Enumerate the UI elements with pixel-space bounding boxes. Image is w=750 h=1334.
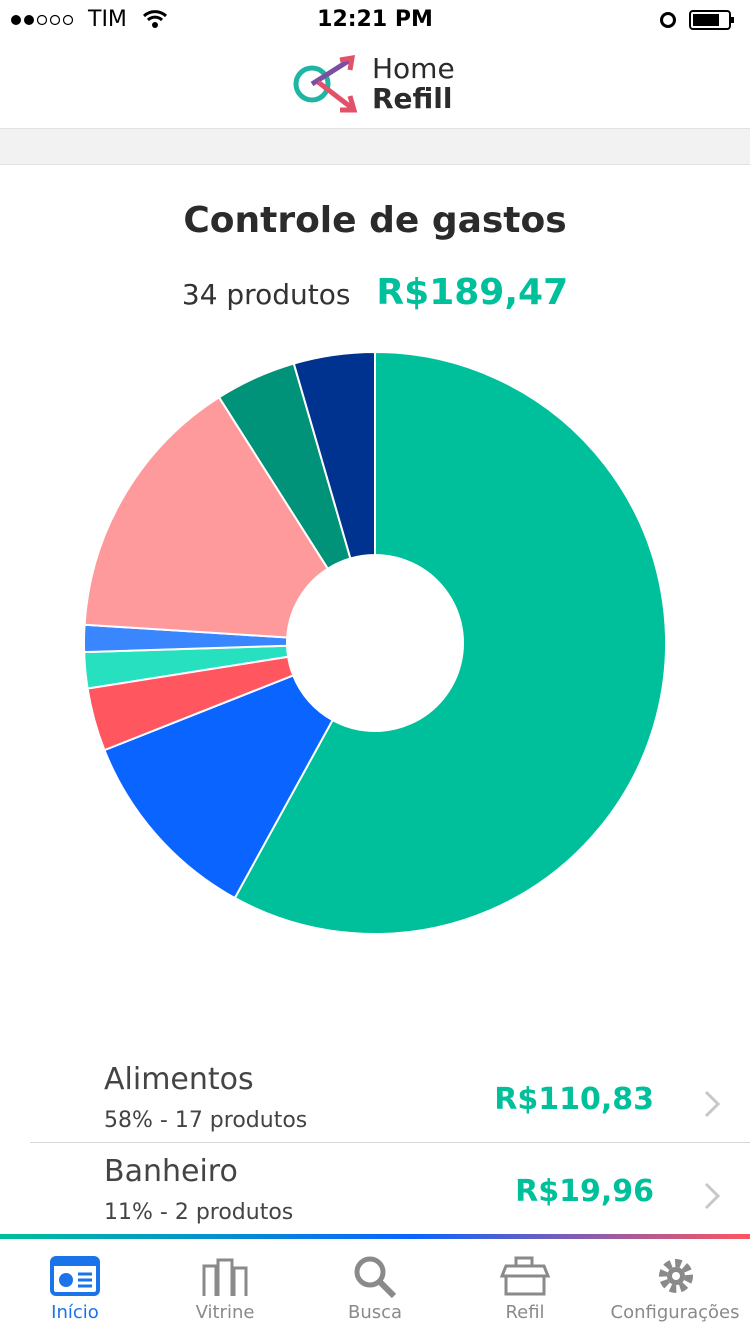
- tab-label[interactable]: Configurações: [610, 1302, 740, 1323]
- tab-icon[interactable]: [654, 1254, 698, 1298]
- category-amount: R$110,83: [494, 1082, 654, 1117]
- logo-text: Home: [372, 52, 455, 85]
- donut-chart: [83, 350, 667, 935]
- category-row[interactable]: Alimentos 58% - 17 produtos R$110,83: [30, 1050, 750, 1143]
- header: Home Refill: [0, 40, 750, 128]
- tab-icon[interactable]: [352, 1254, 398, 1298]
- page-title: Controle de gastos: [183, 200, 567, 241]
- tab-label[interactable]: Refil: [505, 1302, 545, 1323]
- summary: 34 produtos R$189,47: [0, 272, 750, 313]
- category-detail: 11% - 2 produtos: [104, 1200, 294, 1225]
- tab-label[interactable]: Busca: [347, 1302, 403, 1323]
- total-amount: R$189,47: [376, 272, 569, 313]
- chevron: [704, 1182, 720, 1210]
- logo-text: Refill: [372, 82, 453, 115]
- clock: 12:21 PM: [317, 7, 433, 32]
- donut-slice: [233, 350, 667, 935]
- battery-icon: [660, 10, 734, 30]
- carrier: TIM: [88, 7, 127, 32]
- tab-icon[interactable]: [498, 1254, 552, 1298]
- donut-slice: [83, 395, 330, 639]
- tab-label[interactable]: Vitrine: [195, 1302, 255, 1323]
- category-row[interactable]: Banheiro 11% - 2 produtos R$19,96: [30, 1142, 750, 1234]
- logo-icon: [293, 54, 358, 113]
- signal-icon: [11, 14, 74, 26]
- tab-label[interactable]: Início: [51, 1302, 99, 1323]
- divider-band: [0, 128, 750, 165]
- chevron: [704, 1090, 720, 1118]
- category-name: Banheiro: [104, 1154, 238, 1189]
- tab-bar: Início Vitrine Busca Refil Configurações: [0, 1234, 750, 1334]
- category-detail: 58% - 17 produtos: [104, 1108, 308, 1133]
- category-amount: R$19,96: [515, 1174, 654, 1209]
- category-name: Alimentos: [104, 1062, 254, 1097]
- donut-slice: [292, 350, 376, 560]
- wifi-icon: [142, 10, 168, 28]
- product-count: 34 produtos: [181, 278, 351, 311]
- tab-icon[interactable]: [200, 1254, 250, 1298]
- tab-bar-accent: [0, 1234, 750, 1239]
- tab-icon[interactable]: [50, 1256, 100, 1296]
- donut-slice: [103, 674, 334, 900]
- status-bar: TIM 12:21 PM: [0, 0, 750, 40]
